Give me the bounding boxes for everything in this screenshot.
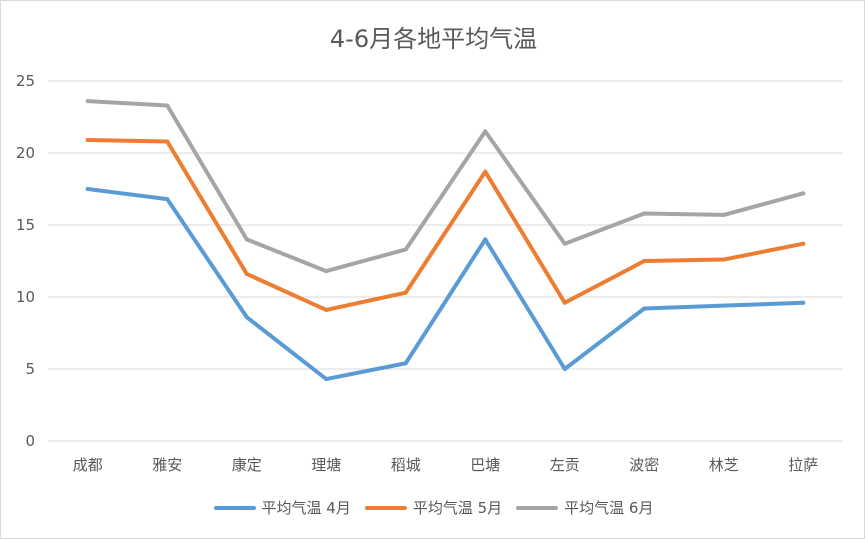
y-tick-label: 20: [16, 144, 35, 162]
x-tick-label: 左贡: [550, 456, 580, 474]
x-tick-label: 巴塘: [470, 456, 500, 474]
data-point: [244, 315, 249, 320]
x-tick-label: 雅安: [152, 456, 182, 474]
data-point: [721, 303, 726, 308]
x-tick-label: 成都: [73, 456, 103, 474]
series-line: [85, 138, 806, 312]
legend-label: 平均气温 6月: [564, 499, 654, 517]
data-point: [483, 129, 488, 134]
y-tick-label: 25: [16, 72, 35, 90]
data-point: [244, 237, 249, 242]
legend-swatch: [364, 505, 407, 510]
legend-swatch: [213, 505, 256, 510]
x-tick-label: 波密: [629, 456, 659, 474]
data-point: [642, 306, 647, 311]
x-tick-label: 拉萨: [788, 456, 818, 474]
data-point: [403, 290, 408, 295]
data-point: [483, 237, 488, 242]
legend-item: 平均气温 4月: [213, 497, 351, 518]
legend-item: 平均气温 6月: [516, 497, 653, 518]
x-tick-label: 理塘: [311, 456, 341, 474]
y-tick-label: 15: [16, 216, 35, 234]
series-line: [85, 187, 806, 382]
data-point: [562, 300, 567, 305]
legend-item: 平均气温 5月: [364, 497, 503, 518]
x-tick-label: 林芝: [709, 456, 739, 474]
data-point: [801, 191, 806, 196]
data-point: [165, 139, 170, 144]
data-point: [324, 377, 329, 382]
y-tick-label: 0: [25, 432, 35, 450]
data-point: [85, 138, 90, 143]
data-point: [562, 367, 567, 371]
data-point: [483, 169, 488, 174]
y-tick-label: 10: [16, 288, 35, 306]
chart-title: 4-6月各地平均气温: [329, 25, 538, 53]
data-point: [801, 241, 806, 246]
data-point: [642, 259, 647, 263]
data-point: [403, 247, 408, 252]
data-point: [721, 212, 726, 217]
data-point: [403, 361, 408, 366]
x-tick-label: 稻城: [391, 456, 421, 474]
data-point: [642, 211, 647, 216]
data-point: [165, 197, 170, 202]
legend-label: 平均气温 5月: [412, 499, 503, 517]
data-point: [801, 300, 806, 305]
data-point: [562, 241, 567, 246]
legend-label: 平均气温 4月: [261, 499, 351, 517]
legend-swatch: [516, 505, 559, 510]
legend: 平均气温 4月 平均气温 5月 平均气温 6月: [1, 497, 865, 518]
data-point: [244, 271, 249, 276]
data-point: [165, 103, 170, 108]
data-point: [324, 269, 329, 274]
y-tick-label: 5: [25, 360, 35, 378]
x-tick-label: 康定: [232, 456, 262, 474]
series-line: [85, 99, 806, 274]
data-point: [85, 99, 90, 104]
data-point: [721, 257, 726, 262]
data-point: [324, 307, 329, 312]
data-point: [85, 187, 90, 191]
